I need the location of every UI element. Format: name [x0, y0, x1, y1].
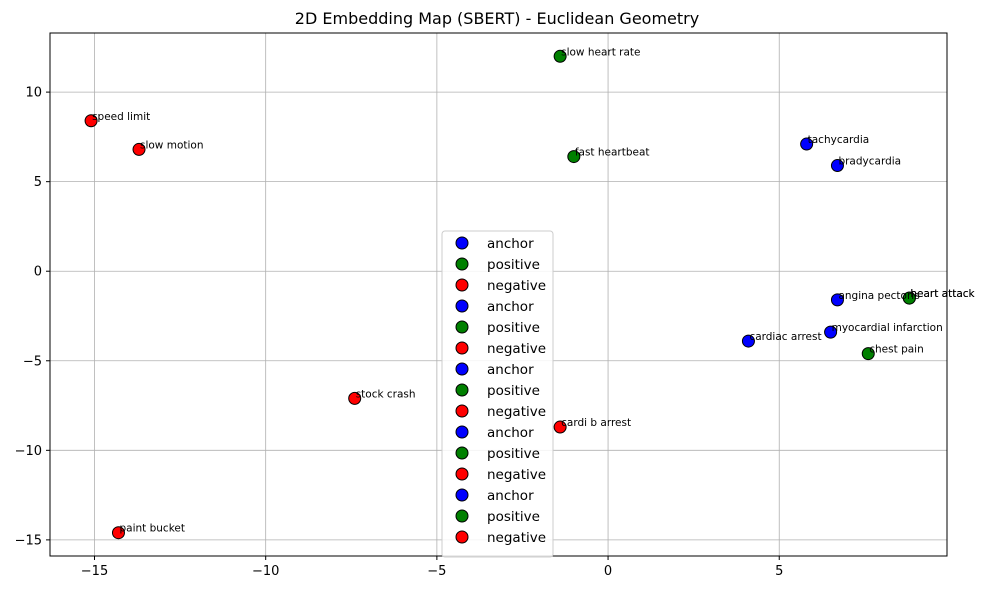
point-label: heart attack — [910, 288, 975, 300]
point-anchor — [741, 334, 755, 348]
axis-ticks: −15 −10 −5 0 5 −15 −10 −5 0 5 10 — [15, 86, 784, 579]
x-tick-label: −10 — [252, 564, 279, 579]
point-label: chest pain — [869, 344, 923, 356]
point-anchor — [830, 159, 844, 173]
point-anchor — [830, 293, 844, 307]
legend-entry: anchor — [487, 362, 534, 378]
point-label: angina pectoris — [838, 290, 919, 302]
point-label: myocardial infarction — [832, 322, 943, 334]
point-label: slow heart rate — [561, 46, 640, 58]
legend: anchor positive negative anchor positive nega… — [441, 230, 554, 558]
point-label: speed limit — [92, 111, 150, 123]
legend-entry: anchor — [487, 299, 534, 315]
legend-entry: positive — [487, 320, 540, 336]
point-label: cardiac arrest — [749, 331, 821, 343]
legend-marker-negative — [455, 530, 469, 544]
point-label: heart attack — [910, 288, 975, 300]
point-label: cardi b arrest — [561, 417, 631, 429]
point-negative — [348, 391, 362, 405]
y-tick-label: 0 — [34, 265, 42, 280]
point-negative — [84, 114, 98, 128]
legend-marker-negative — [455, 341, 469, 355]
point-negative — [553, 420, 567, 434]
legend-entry: anchor — [487, 425, 534, 441]
legend-entry: negative — [487, 404, 546, 420]
y-tick-label: −15 — [15, 533, 42, 548]
legend-entry: anchor — [487, 488, 534, 504]
y-tick-label: −10 — [15, 444, 42, 459]
point-label: fast heartbeat — [575, 147, 650, 159]
point-anchor — [800, 137, 814, 151]
data-points: tachycardia fast heartbeat speed limit brad… — [84, 46, 976, 540]
legend-marker-anchor — [455, 362, 469, 376]
point-positive — [567, 150, 581, 164]
legend-marker-positive — [455, 446, 469, 460]
point-label: stock crash — [356, 388, 416, 400]
x-tick-label: −15 — [81, 564, 108, 579]
point-positive — [861, 347, 875, 361]
y-tick-label: 10 — [25, 86, 42, 101]
point-positive — [902, 291, 916, 305]
legend-entry: negative — [487, 341, 546, 357]
legend-marker-positive — [455, 257, 469, 271]
legend-marker-anchor — [455, 236, 469, 250]
legend-marker-anchor — [455, 299, 469, 313]
point-label: paint bucket — [119, 523, 185, 535]
legend-marker-negative — [455, 278, 469, 292]
legend-entry: negative — [487, 278, 546, 294]
x-tick-label: 0 — [604, 564, 612, 579]
legend-entry: positive — [487, 383, 540, 399]
legend-marker-anchor — [455, 488, 469, 502]
legend-entry: positive — [487, 257, 540, 273]
legend-marker-anchor — [455, 425, 469, 439]
point-anchor — [824, 325, 838, 339]
legend-entry: positive — [487, 509, 540, 525]
legend-entry: negative — [487, 530, 546, 546]
legend-marker-positive — [455, 509, 469, 523]
legend-entry: positive — [487, 446, 540, 462]
legend-entry: negative — [487, 467, 546, 483]
point-label: slow motion — [140, 139, 204, 151]
y-tick-label: 5 — [34, 175, 42, 190]
legend-marker-positive — [455, 383, 469, 397]
legend-box — [441, 230, 554, 558]
x-tick-label: 5 — [775, 564, 783, 579]
point-label: bradycardia — [838, 156, 901, 168]
y-tick-label: −5 — [23, 354, 42, 369]
legend-marker-negative — [455, 404, 469, 418]
legend-entry: anchor — [487, 236, 534, 252]
point-negative — [111, 526, 125, 540]
x-tick-label: −5 — [427, 564, 446, 579]
legend-marker-positive — [455, 320, 469, 334]
point-negative — [132, 142, 146, 156]
legend-marker-negative — [455, 467, 469, 481]
point-label: tachycardia — [808, 134, 870, 146]
chart-title: 2D Embedding Map (SBERT) - Euclidean Geo… — [295, 9, 699, 28]
point-positive — [553, 49, 567, 63]
